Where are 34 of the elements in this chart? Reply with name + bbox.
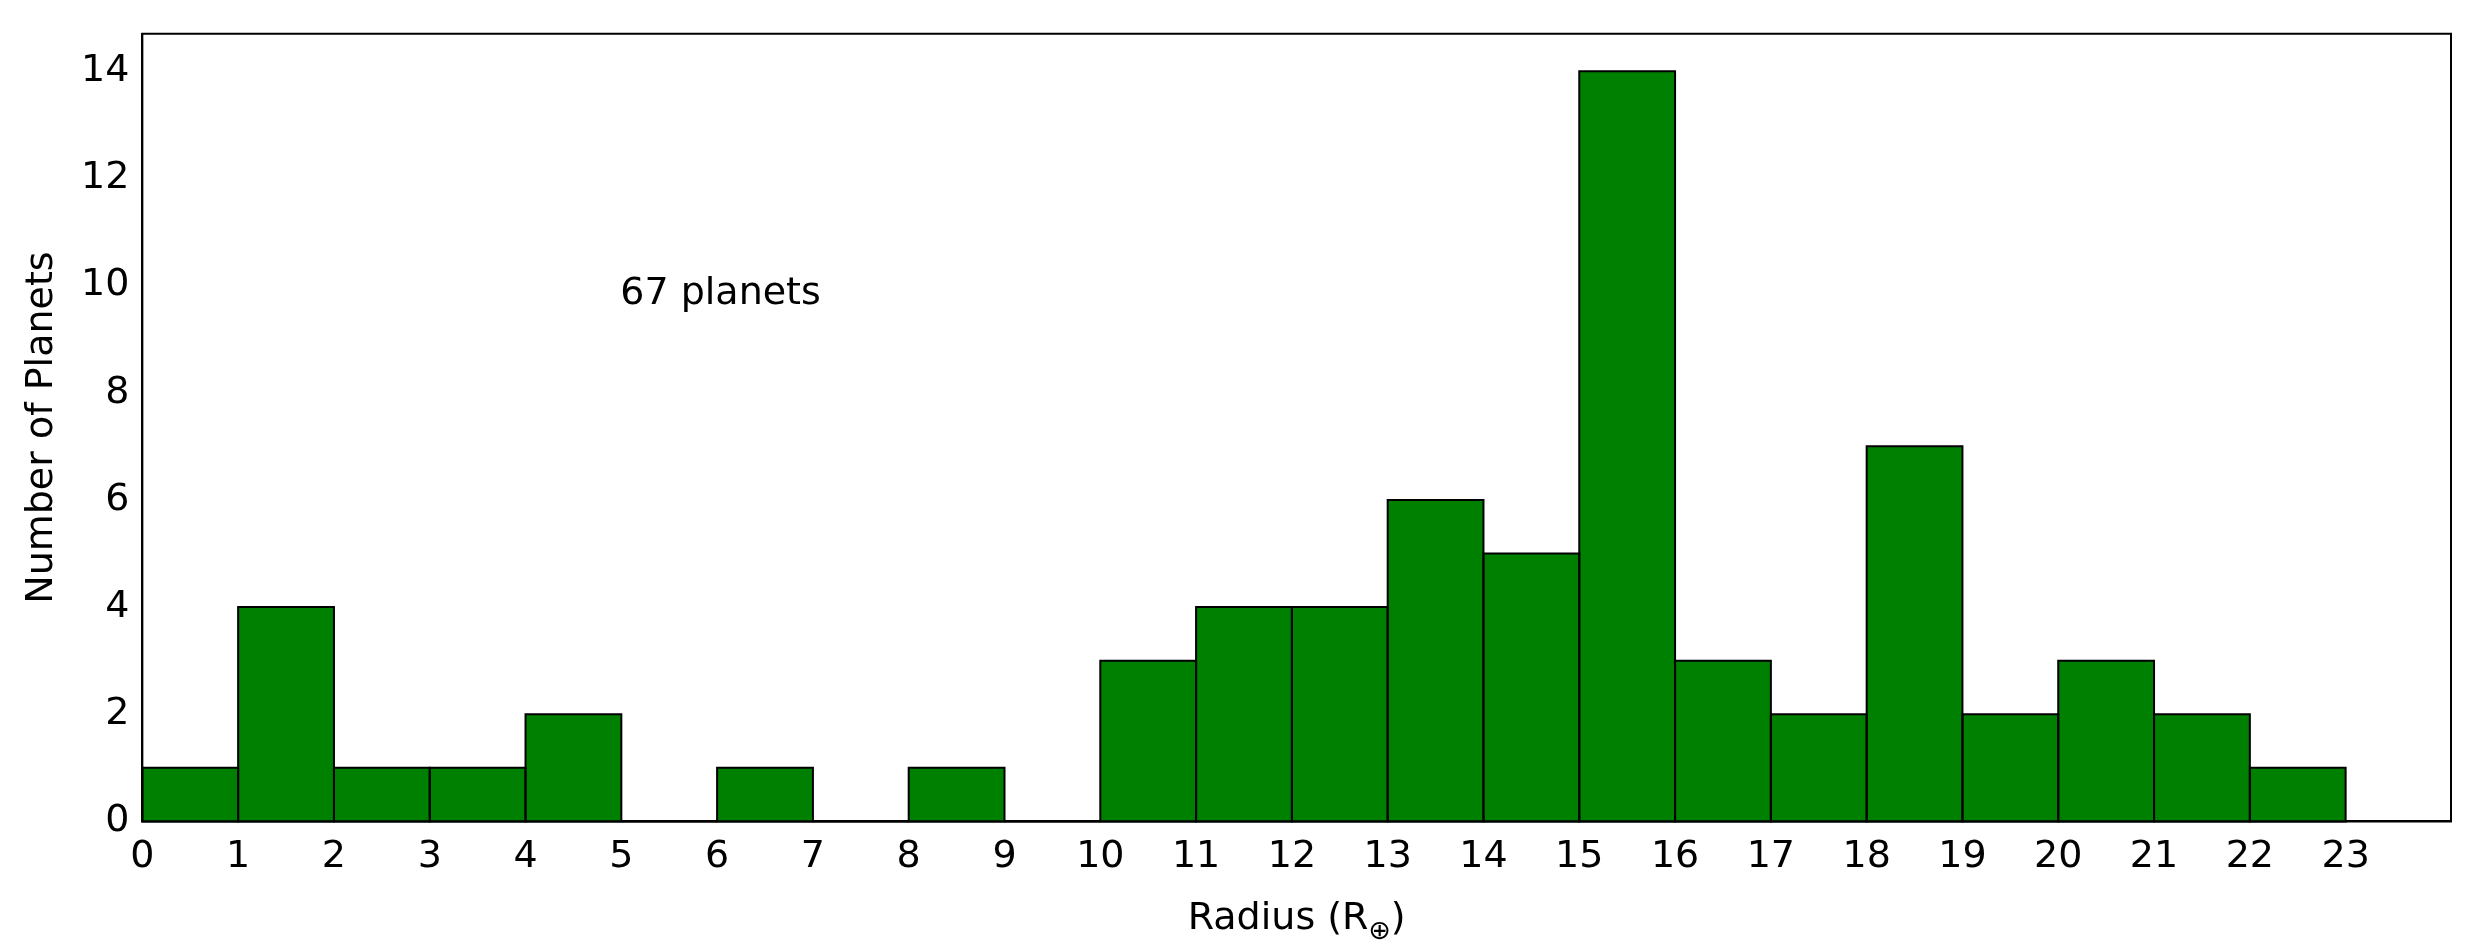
y-tick-label: 10 xyxy=(80,260,130,305)
y-axis-title: Number of Planets xyxy=(17,251,61,604)
x-tick-label: 14 xyxy=(1459,832,1508,877)
x-tick-label: 15 xyxy=(1555,832,1604,877)
x-tick-label: 7 xyxy=(800,832,826,877)
x-tick-label: 11 xyxy=(1171,832,1221,877)
x-tick-label: 5 xyxy=(609,832,634,877)
x-tick-label: 12 xyxy=(1267,832,1317,877)
x-tick-label: 21 xyxy=(2129,832,2179,877)
x-tick-label: 8 xyxy=(896,832,921,877)
x-tick-label: 13 xyxy=(1363,832,1412,877)
annotation: 67 planets xyxy=(620,268,821,313)
y-tick-label: 2 xyxy=(105,689,130,734)
x-tick-label: 16 xyxy=(1650,832,1700,877)
x-tick-label: 20 xyxy=(2034,832,2083,877)
x-tick-label: 22 xyxy=(2225,832,2275,877)
y-tick-label: 8 xyxy=(105,367,130,412)
x-tick-label: 10 xyxy=(1076,832,1125,877)
x-tick-label: 4 xyxy=(513,832,538,877)
x-tick-label: 18 xyxy=(1842,832,1891,877)
x-tick-label: 2 xyxy=(321,832,347,877)
x-tick-label: 6 xyxy=(705,832,730,877)
y-tick-label: 0 xyxy=(105,796,130,841)
x-tick-label: 1 xyxy=(226,832,251,877)
x-tick-label: 9 xyxy=(992,832,1017,877)
y-tick-label: 6 xyxy=(105,474,130,519)
y-tick-label: 4 xyxy=(105,581,130,626)
x-tick-label: 23 xyxy=(2321,832,2370,877)
x-axis-title: Radius (R⊕) xyxy=(1187,894,1406,945)
y-tick-label: 14 xyxy=(80,46,130,91)
y-tick-label: 12 xyxy=(80,153,130,198)
x-tick-label: 3 xyxy=(417,832,442,877)
x-tick-label: 17 xyxy=(1746,832,1796,877)
x-tick-label: 19 xyxy=(1938,832,1987,877)
